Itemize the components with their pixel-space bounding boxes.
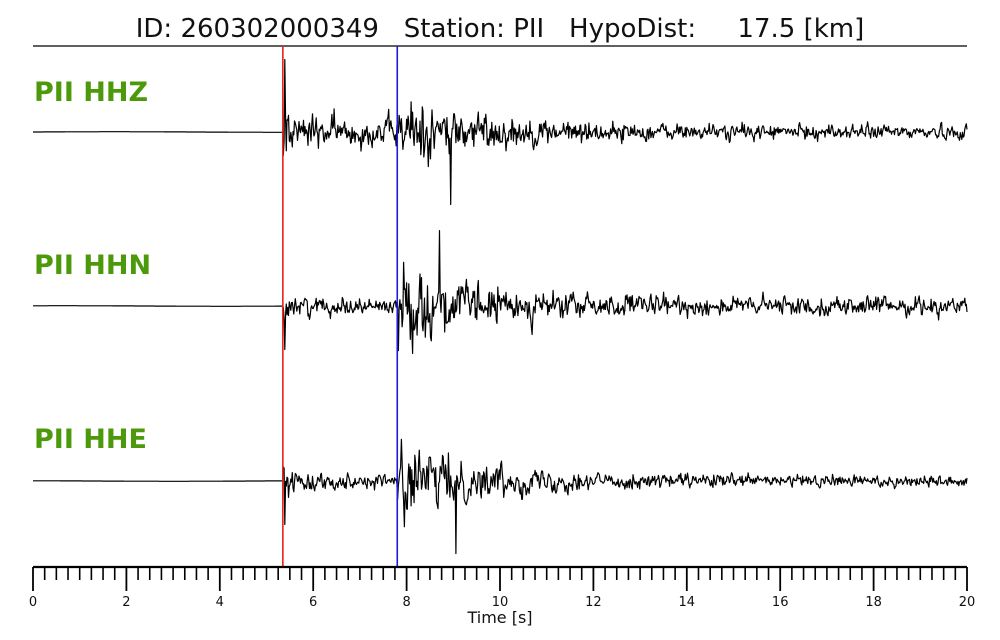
trace-pii-hhe xyxy=(33,438,968,555)
figure-title: ID: 260302000349 Station: PII HypoDist: … xyxy=(136,14,865,44)
x-axis: 0 2 4 6 8 10 12 14 16 18 20 xyxy=(29,565,976,610)
x-tick-label: 6 xyxy=(309,595,317,610)
trace-pii-hhn xyxy=(33,230,968,355)
x-tick-label: 18 xyxy=(865,595,882,610)
trace-pii-hhz xyxy=(33,58,968,206)
channel-label-hhn: PII HHN xyxy=(34,250,151,281)
x-tick-label: 12 xyxy=(585,595,602,610)
x-tick-label: 14 xyxy=(679,595,696,610)
channel-label-hhz: PII HHZ xyxy=(34,77,148,108)
x-tick-label: 2 xyxy=(122,595,130,610)
x-tick-label: 8 xyxy=(402,595,410,610)
x-tick-label: 16 xyxy=(772,595,789,610)
x-tick-label: 10 xyxy=(492,595,509,610)
x-tick-label: 20 xyxy=(959,595,976,610)
phase-picks xyxy=(282,46,399,567)
seismogram-traces xyxy=(33,58,968,555)
x-tick-label: 4 xyxy=(216,595,224,610)
channel-label-hhe: PII HHE xyxy=(34,424,147,455)
x-axis-label: Time [s] xyxy=(466,608,532,627)
x-tick-label: 0 xyxy=(29,595,37,610)
